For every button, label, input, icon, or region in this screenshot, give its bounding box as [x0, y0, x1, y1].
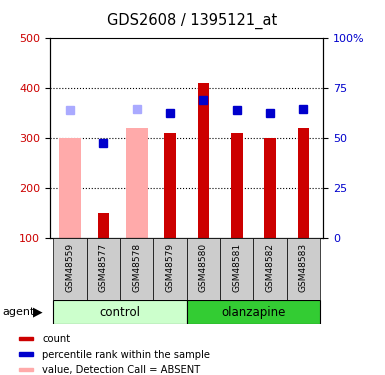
Bar [97, 213, 109, 238]
Text: agent: agent [2, 307, 34, 317]
Bar [231, 133, 243, 238]
FancyBboxPatch shape [287, 238, 320, 300]
FancyBboxPatch shape [153, 238, 187, 300]
Text: GSM48577: GSM48577 [99, 243, 108, 292]
Text: ▶: ▶ [33, 306, 42, 319]
Bar [19, 337, 33, 340]
Bar [164, 133, 176, 238]
FancyBboxPatch shape [220, 238, 253, 300]
Bar [298, 128, 309, 238]
Bar [19, 368, 33, 371]
FancyBboxPatch shape [120, 238, 153, 300]
Bar [19, 352, 33, 356]
Text: GSM48559: GSM48559 [65, 243, 75, 292]
FancyBboxPatch shape [187, 300, 320, 324]
Text: olanzapine: olanzapine [221, 306, 286, 319]
Text: GSM48583: GSM48583 [299, 243, 308, 292]
Text: GSM48578: GSM48578 [132, 243, 141, 292]
Text: GSM48579: GSM48579 [166, 243, 174, 292]
Bar [198, 82, 209, 238]
Text: GSM48582: GSM48582 [266, 243, 275, 292]
Bar [264, 138, 276, 238]
Text: GDS2608 / 1395121_at: GDS2608 / 1395121_at [107, 13, 278, 29]
Text: control: control [100, 306, 141, 319]
Text: count: count [42, 334, 70, 344]
Text: GSM48581: GSM48581 [232, 243, 241, 292]
FancyBboxPatch shape [87, 238, 120, 300]
Text: GSM48580: GSM48580 [199, 243, 208, 292]
Text: percentile rank within the sample: percentile rank within the sample [42, 350, 210, 360]
Text: value, Detection Call = ABSENT: value, Detection Call = ABSENT [42, 365, 201, 375]
Bar [126, 128, 147, 238]
FancyBboxPatch shape [187, 238, 220, 300]
FancyBboxPatch shape [54, 300, 187, 324]
FancyBboxPatch shape [253, 238, 287, 300]
Bar [59, 138, 81, 238]
FancyBboxPatch shape [54, 238, 87, 300]
